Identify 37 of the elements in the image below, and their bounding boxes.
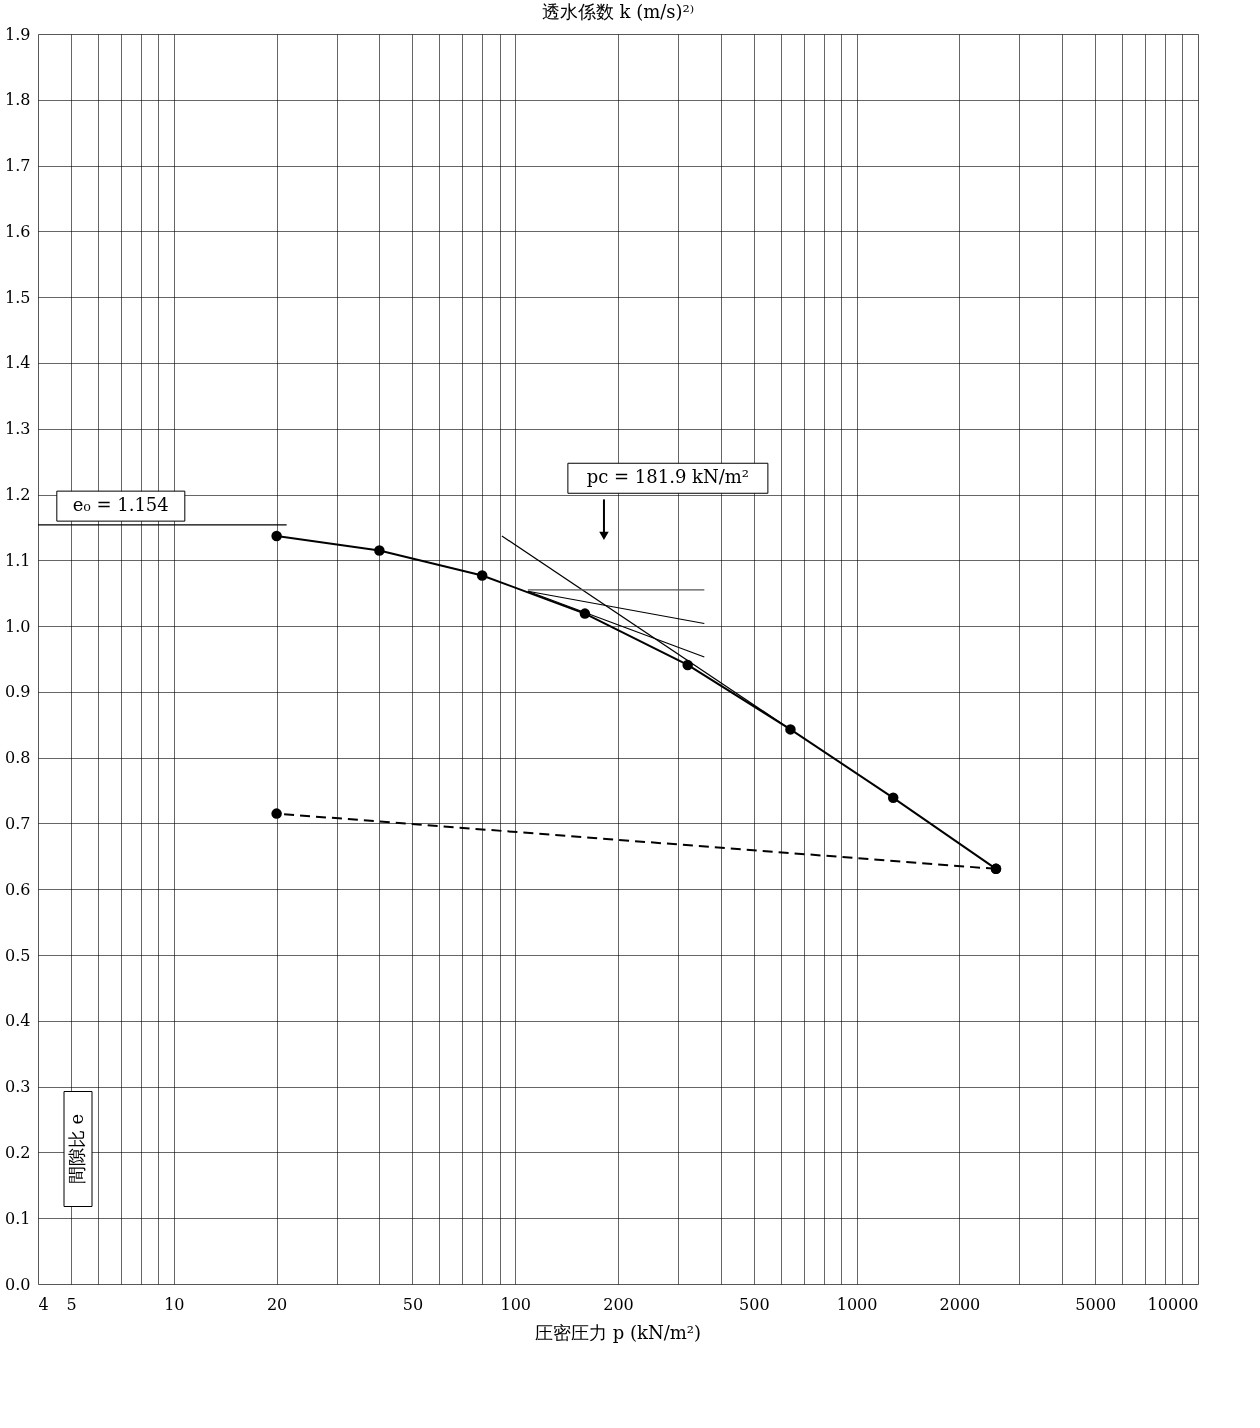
y-tick-label: 0.9 (5, 682, 31, 702)
x-tick-label: 10 (164, 1294, 185, 1314)
x-tick-label: 5000 (1075, 1294, 1117, 1314)
y-tick-label: 1.0 (5, 616, 31, 636)
x-tick-label: 20 (266, 1294, 288, 1314)
y-tick-label: 0.4 (5, 1011, 31, 1031)
y-tick-label: 1.4 (5, 353, 31, 373)
y-tick-label: 1.8 (5, 90, 31, 110)
annotation: e₀ = 1.154 (72, 494, 169, 516)
y-tick-label: 1.5 (5, 287, 31, 307)
x-tick-label: 5 (66, 1294, 77, 1314)
y-tick-label: 0.5 (5, 945, 31, 965)
annotation: pc = 181.9 kN/m² (586, 466, 750, 488)
x-tick-label: 500 (739, 1294, 770, 1314)
y-tick-label: 1.1 (5, 550, 31, 570)
x-tick-label: 10000 (1147, 1294, 1199, 1314)
y-tick-label: 0.2 (5, 1142, 31, 1162)
y-tick-label: 1.9 (5, 24, 31, 44)
chart-title: 透水係数 k (m/s)²⁾ (541, 1, 695, 22)
x-tick-label: 100 (500, 1294, 532, 1314)
y-tick-label: 0.0 (5, 1274, 31, 1294)
y-tick-label: 0.3 (5, 1077, 31, 1097)
y-tick-label: 0.8 (5, 748, 31, 768)
y-axis-title: 間隙比 e (66, 1113, 87, 1185)
x-axis-title: 圧密圧力 p (kN/m²) (534, 1322, 702, 1343)
y-tick-label: 1.3 (5, 419, 31, 439)
y-tick-label: 0.1 (5, 1208, 31, 1228)
y-tick-label: 1.2 (5, 485, 31, 505)
x-tick-label: 200 (603, 1294, 634, 1314)
y-tick-label: 0.6 (5, 879, 31, 899)
x-tick-label: 2000 (939, 1294, 981, 1314)
x-tick-label: 4 (38, 1294, 49, 1314)
y-tick-label: 0.7 (5, 813, 31, 833)
y-tick-label: 1.6 (5, 221, 31, 241)
y-tick-label: 1.7 (5, 156, 31, 176)
x-tick-label: 50 (402, 1294, 424, 1314)
x-tick-label: 1000 (836, 1294, 878, 1314)
